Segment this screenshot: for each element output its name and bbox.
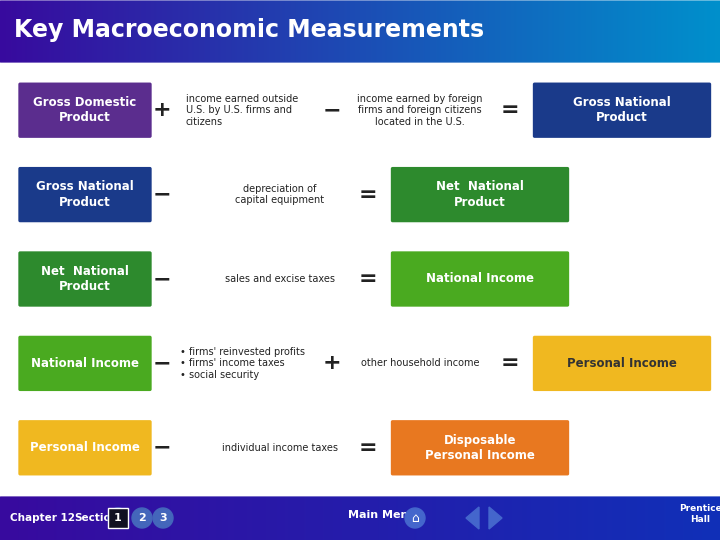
FancyBboxPatch shape [390,166,570,223]
Circle shape [132,508,152,528]
Text: Net  National
Product: Net National Product [436,180,524,209]
FancyBboxPatch shape [390,251,570,307]
Text: Net  National
Product: Net National Product [41,265,129,293]
Text: Main Menu: Main Menu [348,510,416,520]
Text: ⌂: ⌂ [411,511,419,524]
Text: 2: 2 [138,513,146,523]
Circle shape [153,508,173,528]
Text: =: = [500,100,519,120]
Circle shape [108,508,128,528]
Text: Disposable
Personal Income: Disposable Personal Income [425,434,535,462]
Text: +: + [153,100,171,120]
Circle shape [405,508,425,528]
Text: depreciation of
capital equipment: depreciation of capital equipment [235,184,325,205]
Text: −: − [153,438,171,458]
Text: Section: Section [74,513,118,523]
FancyBboxPatch shape [17,251,153,307]
FancyBboxPatch shape [17,166,153,223]
FancyBboxPatch shape [17,419,153,476]
Text: −: − [323,100,341,120]
Text: =: = [359,438,377,458]
FancyBboxPatch shape [17,335,153,392]
Text: 3: 3 [159,513,167,523]
Text: National Income: National Income [31,357,139,370]
FancyBboxPatch shape [17,82,153,139]
Text: Gross National
Product: Gross National Product [36,180,134,209]
Text: −: − [153,353,171,373]
FancyBboxPatch shape [532,335,712,392]
Text: income earned by foreign
firms and foreign citizens
located in the U.S.: income earned by foreign firms and forei… [357,93,482,127]
Text: Personal Income: Personal Income [30,441,140,454]
Text: Prentice
Hall: Prentice Hall [679,504,720,524]
FancyBboxPatch shape [532,82,712,139]
Text: sales and excise taxes: sales and excise taxes [225,274,335,284]
Text: income earned outside
U.S. by U.S. firms and
citizens: income earned outside U.S. by U.S. firms… [186,93,298,127]
Text: Gross Domestic
Product: Gross Domestic Product [33,96,137,124]
Text: =: = [359,269,377,289]
Polygon shape [489,507,502,529]
Text: =: = [500,353,519,373]
Text: • firms' reinvested profits
• firms' income taxes
• social security: • firms' reinvested profits • firms' inc… [179,347,305,380]
Text: individual income taxes: individual income taxes [222,443,338,453]
Text: −: − [153,185,171,205]
FancyBboxPatch shape [390,419,570,476]
Text: Key Macroeconomic Measurements: Key Macroeconomic Measurements [14,18,484,42]
Text: =: = [359,185,377,205]
Text: National Income: National Income [426,273,534,286]
Text: 1: 1 [114,513,122,523]
Text: +: + [323,353,341,373]
Text: other household income: other household income [361,359,480,368]
Polygon shape [466,507,479,529]
Text: Personal Income: Personal Income [567,357,677,370]
FancyBboxPatch shape [108,508,128,528]
Text: Chapter 12: Chapter 12 [10,513,75,523]
Text: −: − [153,269,171,289]
Text: Gross National
Product: Gross National Product [573,96,671,124]
